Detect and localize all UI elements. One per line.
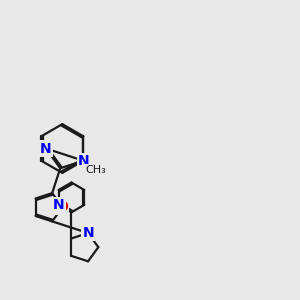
Text: N: N — [82, 226, 94, 240]
Text: N: N — [53, 198, 64, 212]
Text: CH₃: CH₃ — [85, 165, 106, 175]
Text: O: O — [56, 200, 68, 214]
Text: N: N — [40, 142, 52, 155]
Text: N: N — [78, 154, 89, 168]
